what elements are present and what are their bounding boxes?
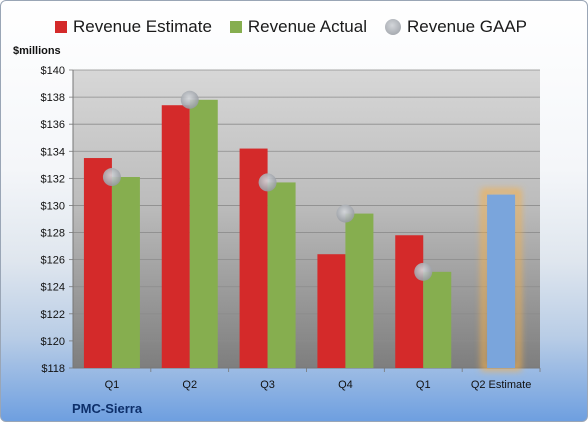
x-tick-label: Q2 Estimate [471,379,532,391]
point-revenue-gaap [336,204,355,223]
x-tick-label: Q4 [338,379,353,391]
x-tick-label: Q3 [260,379,275,391]
y-tick-label: $126 [41,255,65,267]
bar-estimate-upcoming [487,194,516,368]
y-tick-label: $120 [41,336,65,348]
y-axis-unit-label: $millions [13,45,61,57]
y-tick-label: $136 [41,119,65,131]
y-tick-label: $130 [41,200,65,212]
company-name: PMC-Sierra [72,401,143,416]
y-tick-label: $134 [41,146,65,158]
bar-revenue-actual [189,99,218,369]
bar-revenue-estimate [395,235,424,368]
legend-label-estimate: Revenue Estimate [73,17,212,36]
bar-revenue-estimate [317,254,346,368]
bar-revenue-actual [345,213,374,368]
y-tick-label: $132 [41,173,65,185]
bar-revenue-actual [423,271,452,368]
x-tick-label: Q1 [105,379,120,391]
legend-swatch-gaap [385,19,401,35]
bar-revenue-estimate [83,158,112,368]
y-tick-label: $138 [41,92,65,104]
legend-label-actual: Revenue Actual [247,17,367,36]
y-tick-label: $118 [41,363,65,375]
legend-label-gaap: Revenue GAAP [407,17,528,36]
bar-revenue-estimate [161,105,190,368]
y-tick-label: $140 [41,65,65,77]
y-tick-label: $124 [41,282,65,294]
y-tick-label: $128 [41,228,65,240]
bar-revenue-actual [111,177,140,368]
legend: Revenue Estimate Revenue Actual Revenue … [55,17,545,37]
legend-swatch-actual [229,21,242,33]
legend-item-actual: Revenue Actual [229,17,367,37]
legend-swatch-estimate [55,21,67,33]
legend-item-gaap: Revenue GAAP [385,17,527,37]
y-tick-label: $122 [41,309,65,321]
point-revenue-gaap [102,168,121,187]
legend-item-estimate: Revenue Estimate [55,17,212,37]
point-revenue-gaap [414,262,433,281]
point-revenue-gaap [258,173,277,192]
bar-revenue-actual [267,182,296,368]
plot-area [73,70,540,368]
x-tick-label: Q2 [182,379,197,391]
point-revenue-gaap [180,90,199,109]
x-tick-label: Q1 [416,379,431,391]
